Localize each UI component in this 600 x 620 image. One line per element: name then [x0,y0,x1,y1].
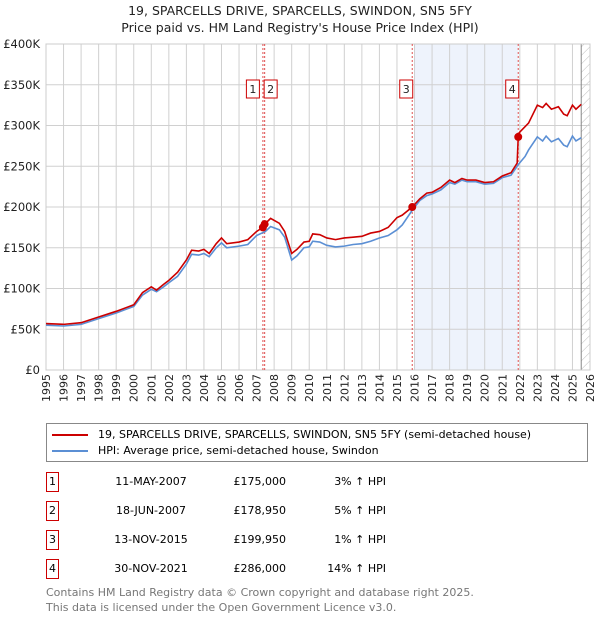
y-tick-label: £350K [3,78,40,92]
x-tick-label: 2022 [514,374,527,402]
plot-frame [45,43,591,371]
sale-point-2 [260,220,269,229]
y-tick-label: £300K [3,119,40,133]
y-tick-label: £100K [3,282,40,296]
x-tick-label: 2025 [566,374,579,402]
x-tick-label: 2010 [303,374,316,402]
transaction-number: 4 [46,559,59,579]
x-tick-label: 2007 [251,374,264,402]
x-tick-label: 1995 [40,374,53,402]
legend-property: 19, SPARCELLS DRIVE, SPARCELLS, SWINDON,… [98,428,532,441]
sale-point-4 [514,132,523,141]
x-tick-label: 2021 [496,374,509,402]
transaction-date: 13-NOV-2015 [114,533,188,546]
footer-licence: This data is licensed under the Open Gov… [46,601,397,614]
transaction-price: £175,000 [233,475,287,488]
x-tick-label: 2011 [321,374,334,402]
x-tick-label: 2020 [479,374,492,402]
x-tick-label: 2003 [180,374,193,402]
transaction-hpi: 14% ↑ HPI [327,562,386,575]
x-tick-label: 1996 [58,374,71,402]
y-tick-label: £0 [25,363,40,377]
y-tick-label: £150K [3,241,40,255]
x-tick-label: 2026 [584,374,597,402]
x-tick-label: 1998 [93,374,106,402]
transaction-row: 2 18-JUN-2007 £178,950 5% ↑ HPI [46,501,466,521]
transaction-row: 4 30-NOV-2021 £286,000 14% ↑ HPI [46,559,466,579]
x-tick-label: 2015 [391,374,404,402]
marker-label-1: 1 [249,83,256,96]
marker-label-4: 4 [509,83,516,96]
chart-subtitle: Price paid vs. HM Land Registry's House … [121,20,479,35]
legend-hpi: HPI: Average price, semi-detached house,… [98,444,379,457]
transaction-hpi: 1% ↑ HPI [334,533,386,546]
x-tick-label: 2019 [461,374,474,402]
x-tick-label: 2024 [549,374,562,402]
x-tick-label: 2001 [145,374,158,402]
transaction-date: 30-NOV-2021 [114,562,188,575]
x-tick-label: 1999 [110,374,123,402]
x-tick-label: 2009 [286,374,299,402]
sale-point-3 [408,203,417,212]
transaction-date: 18-JUN-2007 [115,504,187,517]
x-tick-label: 2005 [215,374,228,402]
x-tick-label: 2004 [198,374,211,402]
y-tick-label: £200K [3,200,40,214]
transaction-hpi: 3% ↑ HPI [334,475,386,488]
red-line-swatch [52,433,88,436]
transaction-number: 1 [46,472,59,492]
x-tick-label: 2000 [128,374,141,402]
x-tick-label: 2008 [268,374,281,402]
y-tick-label: £50K [11,322,41,336]
transaction-number: 2 [46,501,59,521]
marker-label-3: 3 [403,83,410,96]
marker-label-2: 2 [267,83,274,96]
transaction-row: 3 13-NOV-2015 £199,950 1% ↑ HPI [46,530,466,550]
transaction-number: 3 [46,530,59,550]
transaction-row: 1 11-MAY-2007 £175,000 3% ↑ HPI [46,472,466,492]
hpi-line [45,134,582,327]
blue-line-swatch [52,449,88,452]
footer-copyright: Contains HM Land Registry data © Crown c… [46,586,474,599]
x-tick-label: 2013 [356,374,369,402]
x-tick-label: 2012 [338,374,351,402]
y-tick-label: £400K [3,37,40,51]
x-tick-label: 2016 [409,374,422,402]
x-tick-label: 2006 [233,374,246,402]
x-tick-label: 2002 [163,374,176,402]
marker-box-4 [505,79,520,99]
x-tick-label: 2023 [531,374,544,402]
transaction-price: £199,950 [233,533,287,546]
marker-box-2 [263,79,278,99]
marker-box-1 [245,79,260,99]
transaction-hpi: 5% ↑ HPI [334,504,386,517]
chart-title: 19, SPARCELLS DRIVE, SPARCELLS, SWINDON,… [128,3,472,18]
legend: 19, SPARCELLS DRIVE, SPARCELLS, SWINDON,… [46,423,588,462]
x-tick-label: 2018 [444,374,457,402]
x-tick-label: 2017 [426,374,439,402]
transaction-price: £178,950 [233,504,287,517]
transaction-price: £286,000 [233,562,287,575]
x-tick-label: 1997 [75,374,88,402]
marker-box-3 [399,79,414,99]
price-chart: 1995 1996 1997 1998 1999 2000 2001 2002 2003 2004… [3,37,597,402]
transaction-date: 11-MAY-2007 [115,475,187,488]
y-tick-label: £250K [3,159,40,173]
x-tick-label: 2014 [373,374,386,402]
